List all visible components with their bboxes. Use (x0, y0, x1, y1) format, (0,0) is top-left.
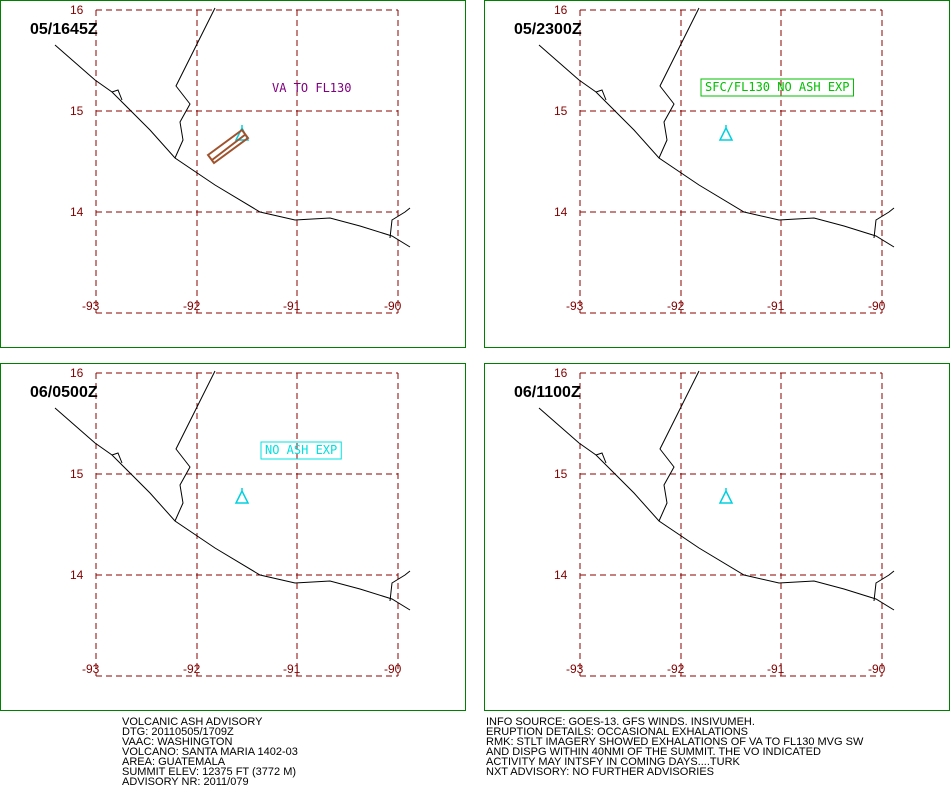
map-panel: 16 15 14 -93 -92 -91 -90 05/1645Z VA TO FL130 (0, 0, 466, 348)
lat-label: 16 (70, 3, 84, 17)
lat-label: 14 (70, 568, 84, 582)
lon-label: -93 (566, 662, 584, 676)
volcano (718, 488, 734, 504)
volcano (234, 488, 250, 504)
ash-area (206, 128, 250, 165)
advisory-right: INFO SOURCE: GOES-13. GFS WINDS. INSIVUM… (486, 716, 864, 778)
lon-label: -92 (183, 662, 201, 676)
annotation-box (260, 441, 342, 460)
lon-label: -91 (283, 662, 301, 676)
coastline (54, 44, 411, 248)
valid-time: 06/0500Z (30, 384, 98, 401)
advisory-line: AREA: GUATEMALA (122, 756, 226, 768)
annotation: SFC/FL130 NO ASH EXP (705, 80, 850, 94)
lat-label: 14 (554, 568, 568, 582)
border (658, 370, 700, 522)
lon-label: -93 (566, 299, 584, 313)
border (111, 89, 411, 239)
lat-label: 15 (70, 104, 84, 118)
lon-label: -92 (183, 299, 201, 313)
panel-border (0, 363, 466, 711)
advisory-line: VOLCANO: SANTA MARIA 1402-03 (122, 746, 298, 758)
lat-label: 16 (554, 366, 568, 380)
advisory-line: VOLCANIC ASH ADVISORY (122, 716, 263, 728)
advisory-line: VAAC: WASHINGTON (122, 736, 233, 748)
map-panel: 16 15 14 -93 -92 -91 -90 05/2300Z SFC/FL130 NO A… (484, 0, 950, 348)
lat-label: 14 (70, 205, 84, 219)
border (595, 452, 895, 602)
lat-label: 16 (554, 3, 568, 17)
panel-border (484, 363, 950, 711)
lon-label: -92 (667, 299, 685, 313)
advisory-line: INFO SOURCE: GOES-13. GFS WINDS. INSIVUM… (486, 716, 755, 728)
advisory-left: VOLCANIC ASH ADVISORY DTG: 20110505/1709Z… (122, 716, 298, 788)
lat-label: 16 (70, 366, 84, 380)
coastline (538, 44, 895, 248)
valid-time: 06/1100Z (514, 384, 581, 401)
lon-label: -91 (767, 662, 785, 676)
border (174, 7, 216, 159)
panel-border (0, 0, 466, 348)
advisory-line: NXT ADVISORY: NO FURTHER ADVISORIES (486, 766, 715, 778)
lon-label: -92 (667, 662, 685, 676)
advisory-line: ADVISORY NR: 2011/079 (122, 776, 249, 788)
advisory-line: ERUPTION DETAILS: OCCASIONAL EXHALATIONS (486, 726, 749, 738)
map-panel: 16 15 14 -93 -92 -91 -90 06/1100Z (484, 363, 950, 711)
lat-label: 15 (554, 467, 568, 481)
coastline (538, 407, 895, 611)
valid-time: 05/2300Z (514, 21, 582, 38)
annotation: NO ASH EXP (265, 443, 337, 457)
annotation: VA TO FL130 (272, 81, 351, 95)
map-panel: 16 15 14 -93 -92 -91 -90 06/0500Z NO ASH EXP (0, 363, 466, 711)
lon-label: -90 (868, 662, 886, 676)
border (595, 89, 895, 239)
border (174, 370, 216, 522)
advisory-line: ACTIVITY MAY INTSFY IN COMING DAYS....TU… (486, 756, 740, 768)
lon-label: -91 (767, 299, 785, 313)
panel-border (484, 0, 950, 348)
lon-label: -90 (384, 662, 402, 676)
advisory-line: DTG: 20110505/1709Z (122, 726, 234, 738)
annotation-box (700, 78, 854, 97)
advisory-line: SUMMIT ELEV: 12375 FT (3772 M) (122, 766, 297, 778)
lat-label: 15 (554, 104, 568, 118)
advisory-line: AND DISPG WITHIN 40NMI OF THE SUMMIT. TH… (486, 746, 821, 758)
border (658, 7, 700, 159)
advisory-line: RMK: STLT IMAGERY SHOWED EXHALATIONS OF … (486, 736, 864, 748)
volcano (718, 125, 734, 141)
lat-label: 15 (70, 467, 84, 481)
valid-time: 05/1645Z (30, 21, 98, 38)
border (111, 452, 411, 602)
coastline (54, 407, 411, 611)
lon-label: -90 (868, 299, 886, 313)
lon-label: -93 (82, 662, 100, 676)
lon-label: -90 (384, 299, 402, 313)
lon-label: -91 (283, 299, 301, 313)
lon-label: -93 (82, 299, 100, 313)
lat-label: 14 (554, 205, 568, 219)
